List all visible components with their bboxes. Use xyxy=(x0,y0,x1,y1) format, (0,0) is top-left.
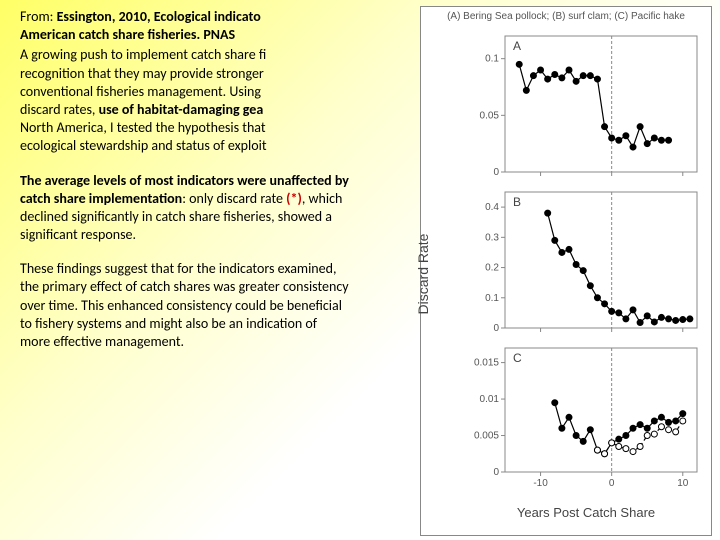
x-axis-label: Years Post Catch Share xyxy=(471,505,701,520)
svg-text:0.3: 0.3 xyxy=(485,232,499,243)
svg-text:0.005: 0.005 xyxy=(474,431,499,442)
abs-l6: ecological stewardship and status of exp… xyxy=(20,137,267,154)
text-region: From: Essington, 2010, Ecological indica… xyxy=(20,8,440,351)
abs-l4b: use of habitat-damaging gea xyxy=(99,101,264,118)
paragraph-2: The average levels of most indicators we… xyxy=(20,172,350,245)
svg-text:B: B xyxy=(513,195,521,209)
citation-prefix: From: xyxy=(20,8,57,25)
citation: From: Essington, 2010, Ecological indica… xyxy=(20,8,440,44)
figure-caption: (A) Bering Sea pollock; (B) surf clam; (… xyxy=(425,11,707,22)
abs-l3: conventional fisheries management. Using xyxy=(20,83,261,100)
figure-panel: (A) Bering Sea pollock; (B) surf clam; (… xyxy=(420,6,712,536)
charts-container: Discard Rate 00.050.1A 00.10.20.30.4B 00… xyxy=(425,26,707,522)
abs-l2: recognition that they may provide strong… xyxy=(20,65,264,82)
citation-bold1: Essington, 2010, Ecological indicato xyxy=(57,8,261,25)
svg-text:-10: -10 xyxy=(533,478,548,489)
svg-text:0: 0 xyxy=(493,467,499,478)
svg-text:A: A xyxy=(513,39,521,53)
abs-l4a: discard rates, xyxy=(20,101,99,118)
paragraph-3: These findings suggest that for the indi… xyxy=(20,260,350,351)
svg-text:0: 0 xyxy=(609,478,615,489)
abs-l1: A growing push to implement catch share … xyxy=(20,46,266,63)
svg-text:10: 10 xyxy=(677,478,689,489)
svg-text:0: 0 xyxy=(493,323,499,334)
abs-l5: North America, I tested the hypothesis t… xyxy=(20,119,266,136)
svg-text:0: 0 xyxy=(493,167,499,178)
p2-star: (*) xyxy=(286,190,302,207)
panel-a: 0 0.05 0.1 A xyxy=(471,30,701,178)
svg-text:0.015: 0.015 xyxy=(474,358,499,369)
svg-text:0.4: 0.4 xyxy=(485,202,499,213)
abstract: A growing push to implement catch share … xyxy=(20,46,440,155)
svg-text:0.05: 0.05 xyxy=(480,110,500,121)
panel-c: 0 0.005 0.01 0.015 -10 0 10 C xyxy=(471,342,701,490)
citation-bold2: American catch share fisheries. PNAS xyxy=(20,26,235,43)
svg-text:0.01: 0.01 xyxy=(480,394,500,405)
svg-text:C: C xyxy=(513,351,522,365)
panel-b: 0 0.1 0.2 0.3 0.4 B xyxy=(471,186,701,334)
svg-text:0.1: 0.1 xyxy=(485,54,499,65)
svg-text:0.1: 0.1 xyxy=(485,293,499,304)
y-axis-label: Discard Rate xyxy=(415,234,431,315)
svg-text:0.2: 0.2 xyxy=(485,263,499,274)
p2-plain1: : only discard rate xyxy=(182,190,286,207)
